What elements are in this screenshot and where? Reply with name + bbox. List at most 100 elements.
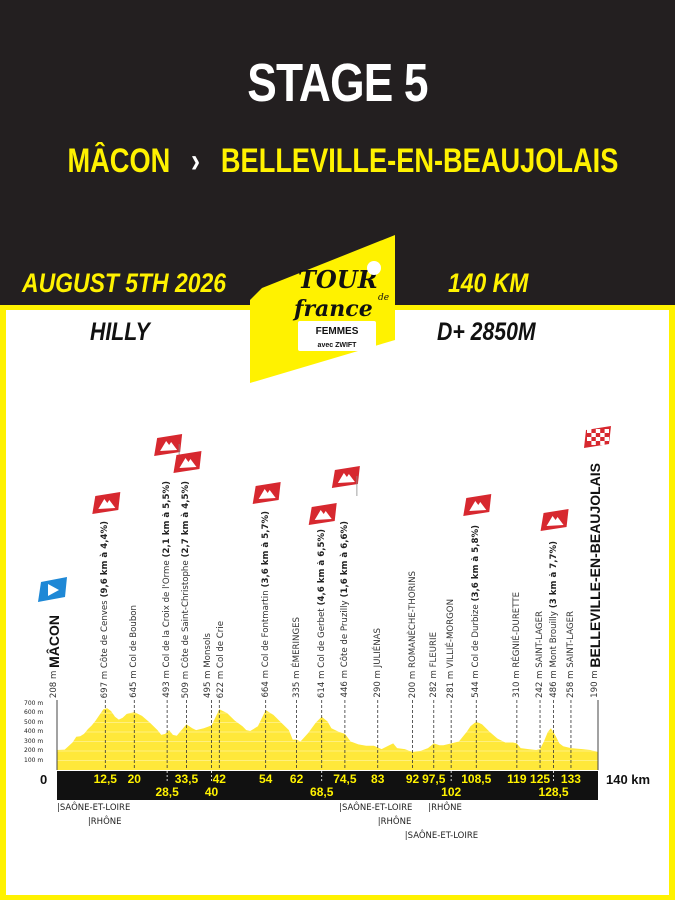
svg-text:de: de xyxy=(378,293,389,303)
svg-text:avec ZWIFT: avec ZWIFT xyxy=(318,342,358,349)
km-label: 83 xyxy=(371,772,385,786)
waypoint-altitude: 544 m xyxy=(471,667,482,698)
route: MÂCON › BELLEVILLE-EN-BEAUJOLAIS xyxy=(67,142,619,181)
region-boundary-label: |RHÔNE xyxy=(87,817,122,827)
elevation-area xyxy=(57,708,598,770)
y-tick-label: 500 m xyxy=(24,718,44,726)
waypoint-label: 622 m Col de Crie xyxy=(216,621,226,698)
stage-distance: 140 KM xyxy=(448,268,529,298)
x-start-label: 0 xyxy=(40,772,48,787)
waypoint-label: 495 m Monsols xyxy=(203,633,213,698)
km-label: 74,5 xyxy=(333,772,357,786)
waypoint-label: 258 m SAINT-LAGER xyxy=(566,611,576,698)
waypoint-name: ÉMERINGES xyxy=(291,616,302,668)
km-label: 68,5 xyxy=(310,785,334,799)
waypoint-label: 645 m Col de Boubon xyxy=(129,605,139,698)
waypoint-altitude: 622 m xyxy=(216,667,227,698)
start-flag-icon xyxy=(38,577,67,602)
waypoint-name: RÉGNIÉ-DURETTE xyxy=(511,592,522,668)
start-town: MÂCON xyxy=(67,142,171,180)
km-label: 42 xyxy=(212,772,226,786)
km-label: 125 xyxy=(530,772,551,786)
waypoint-label: 281 m VILLIÉ-MORGON xyxy=(446,599,456,698)
waypoint-altitude: 281 m xyxy=(446,667,457,698)
region-boundary-label: |SAÔNE-ET-LOIRE xyxy=(57,803,131,813)
waypoint-name: Col de Durbize xyxy=(471,604,482,668)
waypoint-altitude: 208 m xyxy=(49,667,59,698)
waypoint-altitude: 645 m xyxy=(129,667,140,698)
y-tick-label: 300 m xyxy=(24,737,44,745)
waypoint-name: Côte de Saint-Christophe xyxy=(181,559,192,668)
km-label: 28,5 xyxy=(155,785,179,799)
waypoint-name: Col de Fontmartin xyxy=(260,590,271,668)
y-tick-label: 400 m xyxy=(24,728,44,735)
waypoint-label: 446 m Côte de Pruzilly (1,6 km à 6,6%) xyxy=(340,521,350,698)
region-boundary-label: |RHÔNE xyxy=(428,803,462,813)
region-boundary-label: |RHÔNE xyxy=(377,817,412,827)
waypoint-label: 544 m Col de Durbize (3,6 km à 5,8%) xyxy=(471,525,481,698)
x-end-label: 140 km xyxy=(606,772,651,787)
waypoint-label: 493 m Col de la Croix de l'Orme (2,1 km … xyxy=(162,481,172,698)
km-label: 92 xyxy=(405,772,420,786)
waypoint-name: Monsols xyxy=(202,633,213,668)
region-boundary-label: |SAÔNE-ET-LOIRE xyxy=(339,803,413,813)
kom-mountain-icon xyxy=(540,509,569,531)
climb-details: (3 km à 7,7%) xyxy=(548,541,559,612)
waypoint-altitude: 697 m xyxy=(100,667,111,698)
climb-details: (3,6 km à 5,7%) xyxy=(260,511,271,591)
waypoint-label: 208 m MÂCON xyxy=(46,614,62,698)
km-label: 40 xyxy=(204,785,219,799)
km-label: 62 xyxy=(289,772,304,786)
y-tick-label: 700 m xyxy=(24,699,44,707)
waypoint-altitude: 310 m xyxy=(511,667,522,698)
waypoint-label: 335 m ÉMERINGES xyxy=(292,617,302,698)
waypoint-altitude: 664 m xyxy=(260,667,271,698)
km-label: 128,5 xyxy=(538,785,569,799)
waypoint-label: 310 m RÉGNIÉ-DURETTE xyxy=(512,592,522,698)
waypoint-name: SAINT-LAGER xyxy=(565,610,576,668)
climb-details: (4,6 km à 6,5%) xyxy=(316,528,327,609)
waypoint-altitude: 242 m xyxy=(535,667,546,698)
y-tick-label: 200 m xyxy=(24,747,44,754)
elevation-gain: D+ 2850M xyxy=(437,318,536,346)
y-tick-label: 600 m xyxy=(24,709,44,716)
waypoint-altitude: 509 m xyxy=(181,667,192,698)
waypoint-label: 282 m FLEURIE xyxy=(429,632,439,698)
waypoint-altitude: 495 m xyxy=(202,667,213,698)
waypoint-altitude: 614 m xyxy=(316,667,327,698)
region-boundary-label: |SAÔNE-ET-LOIRE xyxy=(404,831,479,841)
km-label: 133 xyxy=(560,772,581,786)
y-tick-label: 100 m xyxy=(24,756,44,764)
km-label: 20 xyxy=(127,772,141,786)
waypoint-altitude: 486 m xyxy=(548,667,559,698)
waypoint-name: MÂCON xyxy=(46,614,62,668)
stage-date: AUGUST 5TH 2026 xyxy=(22,268,227,298)
waypoint-name: Mont Brouilly xyxy=(548,611,559,668)
waypoint-name: JULIÉNAS xyxy=(372,628,383,668)
waypoint-altitude: 290 m xyxy=(372,667,383,698)
route-separator: › xyxy=(191,142,201,180)
waypoint-altitude: 190 m xyxy=(590,667,600,698)
km-label: 102 xyxy=(441,785,462,799)
waypoint-altitude: 200 m xyxy=(407,667,418,698)
profile-type: HILLY xyxy=(90,318,150,346)
kom-mountain-icon xyxy=(331,466,360,488)
km-label: 119 xyxy=(507,772,527,786)
waypoint-label: 509 m Côte de Saint-Christophe (2,7 km à… xyxy=(181,481,191,698)
waypoint-name: Côte de Pruzilly xyxy=(339,600,350,668)
waypoint-label: 614 m Col de Gerbet (4,6 km à 6,5%) xyxy=(317,529,327,698)
waypoint-label: 290 m JULIÉNAS xyxy=(373,628,383,698)
kom-mountain-icon xyxy=(92,492,121,514)
km-label: 108,5 xyxy=(461,772,492,786)
waypoint-label: 242 m SAINT-LAGER xyxy=(535,611,545,698)
waypoint-altitude: 258 m xyxy=(565,667,576,698)
finish-flag-icon xyxy=(584,426,611,448)
waypoint-name: SAINT-LAGER xyxy=(535,610,546,668)
kom-mountain-icon xyxy=(154,434,183,456)
waypoint-name: VILLIÉ-MORGON xyxy=(446,598,457,668)
waypoint-name: ROMANÈCHE-THORINS xyxy=(407,570,418,668)
waypoint-name: Col de Gerbet xyxy=(316,608,327,668)
waypoint-label: 664 m Col de Fontmartin (3,6 km à 5,7%) xyxy=(261,511,271,698)
